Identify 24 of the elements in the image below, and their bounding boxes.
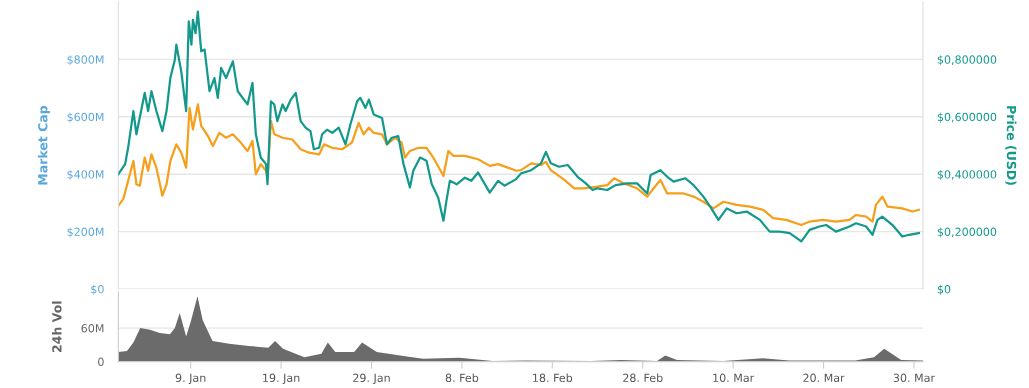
y2-tick-label: $0,400000 [937, 169, 997, 181]
x-tick-label: 30. Mar [893, 373, 936, 383]
y-tick-label: $0 [91, 284, 104, 295]
y-axis-title: 24h Vol [51, 301, 62, 352]
y-tick-label: $400M [67, 169, 104, 181]
x-tick-label: 28. Feb [623, 373, 663, 383]
y-tick-label: $600M [67, 112, 104, 123]
y-tick-label: 0 [98, 357, 104, 366]
y2-tick-label: $0,800000 [937, 55, 997, 66]
y2-axis-title: Price (USD) [1005, 106, 1017, 185]
y2-tick-label: $0,200000 [937, 227, 997, 238]
y-tick-label: $800M [67, 55, 104, 66]
x-tick-label: 20. Mar [803, 373, 845, 383]
y-tick-label: 60M [81, 324, 104, 333]
y-axis-title: Market Cap [37, 105, 50, 185]
x-tick-label: 9. Jan [175, 373, 206, 385]
x-tick-label: 8. Feb [445, 373, 479, 383]
x-tick-label: 19. Jan [263, 373, 300, 385]
x-tick-label: 18. Feb [533, 373, 573, 383]
x-tick-label: 29. Jan [353, 373, 390, 385]
x-tick-label: 10. Mar [713, 373, 755, 383]
y2-tick-label: $0,600000 [937, 112, 997, 123]
y2-tick-label: $0 [937, 284, 951, 295]
y-tick-label: $200M [67, 227, 104, 238]
